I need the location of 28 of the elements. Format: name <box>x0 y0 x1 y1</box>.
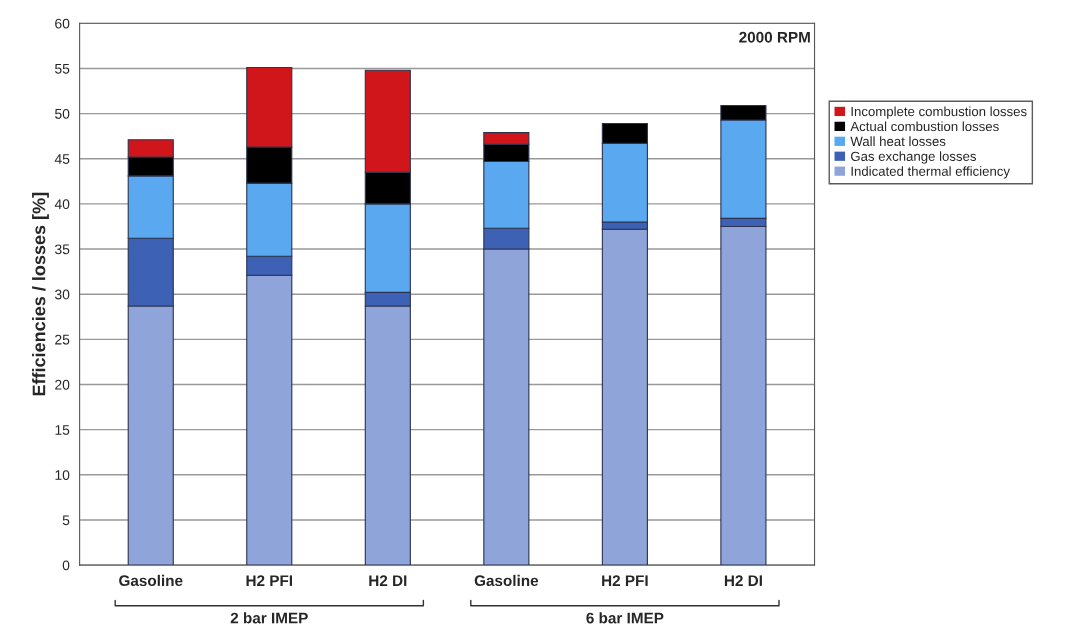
x-tick-label: H2 PFI <box>602 575 648 586</box>
legend-label: Indicated thermal efficiency <box>851 166 1010 179</box>
y-tick-label: 0 <box>62 560 70 571</box>
legend-label: Wall heat losses <box>850 136 946 147</box>
x-tick-label: Gasoline <box>474 574 539 587</box>
y-tick-label: 35 <box>54 244 70 255</box>
y-tick-label: 30 <box>54 289 70 300</box>
x-tick-label: H2 DI <box>724 575 762 586</box>
x-tick-label: H2 DI <box>369 575 407 586</box>
y-tick-label: 50 <box>55 108 70 119</box>
text: 2 bar IMEP <box>230 612 308 624</box>
y-tick-label: 5 <box>62 515 70 526</box>
legend-label: Gas exchange losses <box>851 151 977 164</box>
legend-label: Actual combustion losses <box>850 121 999 132</box>
annotation: 2000 RPM <box>739 31 810 43</box>
x-tick-label: H2 PFI <box>246 575 293 586</box>
x-tick-label: Gasoline <box>119 574 183 587</box>
text: 6 bar IMEP <box>586 612 664 624</box>
y-tick-label: 25 <box>55 334 70 345</box>
y-tick-label: 45 <box>54 154 70 164</box>
y-tick-label: 10 <box>55 470 70 480</box>
y-tick-label: 55 <box>55 63 70 74</box>
y-axis-title: Efficiencies / losses [%] <box>32 192 49 396</box>
legend-label: Incomplete combustion losses <box>851 106 1027 119</box>
y-tick-label: 20 <box>55 379 70 390</box>
y-tick-label: 15 <box>55 425 70 435</box>
y-tick-label: 40 <box>54 199 70 210</box>
y-tick-label: 60 <box>55 18 70 29</box>
